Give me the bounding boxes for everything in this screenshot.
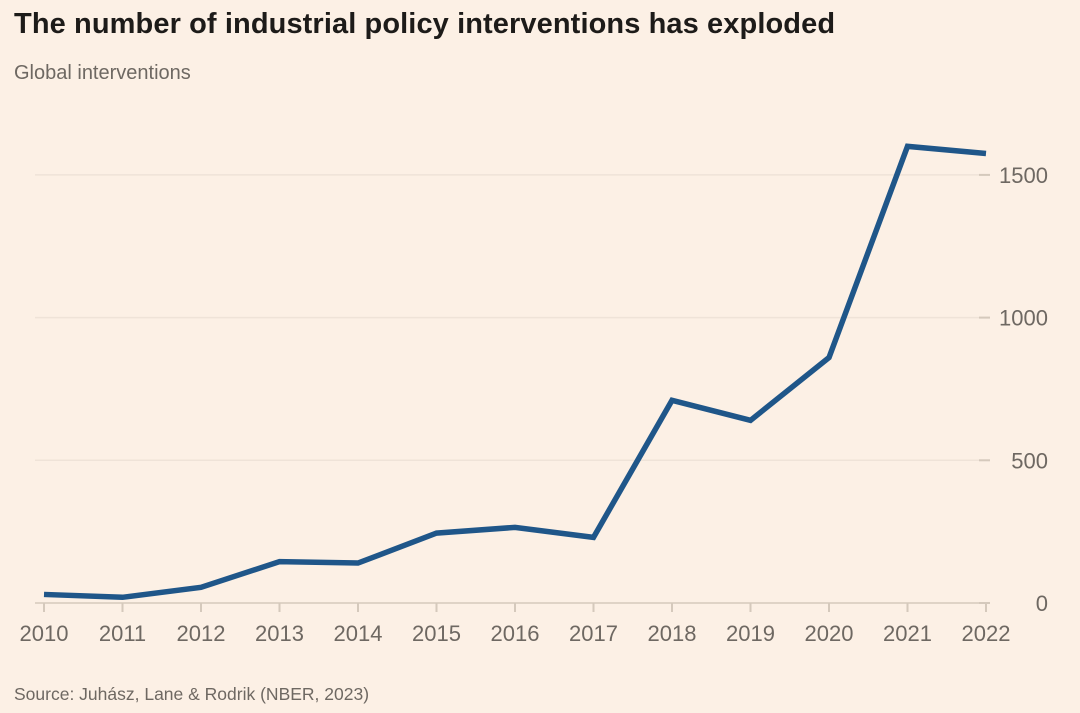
x-tick-label: 2021 [883, 621, 932, 646]
y-tick-label: 500 [1011, 448, 1048, 473]
y-tick-label: 1000 [999, 306, 1048, 331]
chart-subtitle: Global interventions [14, 62, 191, 84]
x-tick-label: 2011 [99, 621, 146, 646]
x-tick-label: 2015 [412, 621, 461, 646]
data-line-global-interventions [43, 143, 987, 601]
x-tick-label: 2016 [491, 621, 540, 646]
x-tick-label: 2022 [962, 621, 1011, 646]
x-tick-label: 2017 [569, 621, 618, 646]
x-tick-label: 2019 [726, 621, 775, 646]
y-tick-label: 1500 [999, 163, 1048, 188]
x-tick-label: 2012 [177, 621, 226, 646]
y-tick-label: 0 [1036, 591, 1048, 616]
x-tick-label: 2018 [648, 621, 697, 646]
x-tick-label: 2014 [334, 621, 383, 646]
chart-title: The number of industrial policy interven… [14, 8, 836, 40]
x-tick-label: 2020 [805, 621, 854, 646]
source-note: Source: Juhász, Lane & Rodrik (NBER, 202… [14, 684, 370, 704]
x-tick-label: 2013 [255, 621, 304, 646]
x-tick-label: 2010 [20, 621, 69, 646]
